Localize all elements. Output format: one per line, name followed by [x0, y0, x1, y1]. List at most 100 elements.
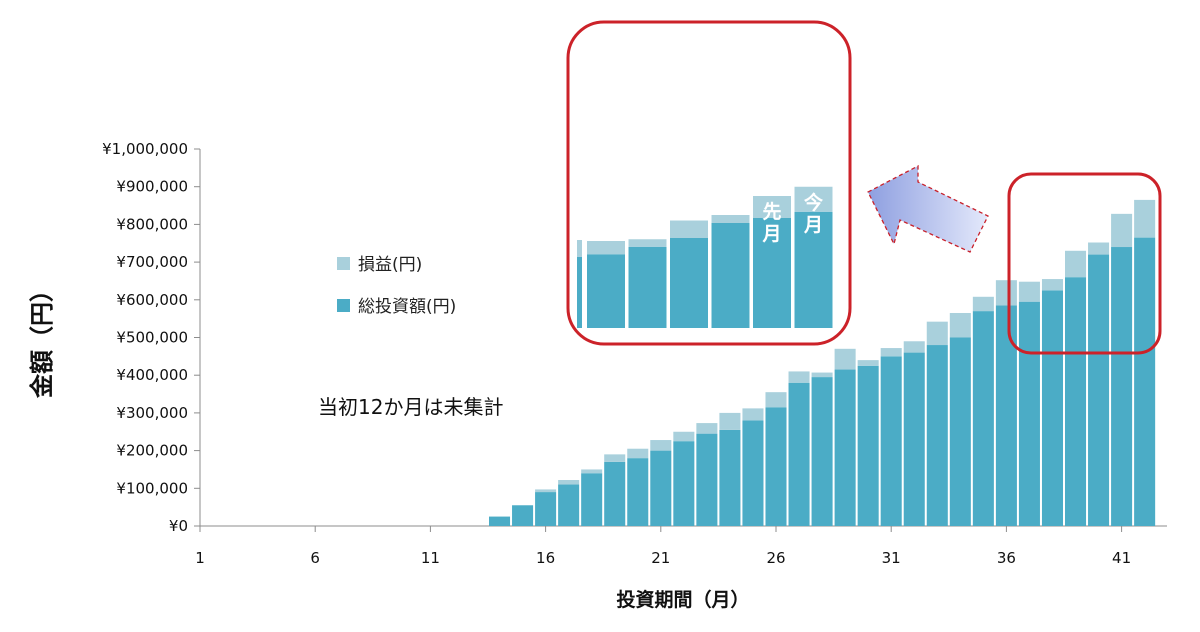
y-tick-label: ¥300,000	[116, 404, 188, 422]
bar-investment	[949, 337, 971, 526]
bar-investment	[719, 429, 741, 526]
legend-label-profit: 損益(円)	[358, 255, 422, 275]
y-tick-label: ¥800,000	[116, 215, 188, 233]
bar-profit	[650, 440, 672, 451]
bar-profit	[1018, 281, 1040, 302]
bar-investment	[1134, 237, 1156, 526]
bar-investment	[1088, 254, 1110, 526]
x-tick-label: 11	[421, 549, 440, 567]
bar-investment	[581, 473, 603, 526]
x-tick-label: 36	[997, 549, 1016, 567]
x-tick-group: 1 6 11 16 21 26 31 36 41	[195, 526, 1131, 567]
legend-swatch-profit	[337, 257, 350, 270]
inset-frame	[566, 20, 852, 346]
inset-tag-text: 今	[803, 191, 823, 214]
highlight-frame	[1007, 172, 1162, 355]
bar-investment	[857, 365, 879, 526]
bar-investment	[558, 484, 580, 526]
bar-investment	[512, 505, 534, 526]
bar-profit	[926, 321, 948, 346]
bar-profit	[788, 371, 810, 383]
y-tick-label: ¥200,000	[116, 442, 188, 460]
inset-bar-profit	[794, 186, 833, 212]
legend-label-invest: 総投資額(円)	[358, 297, 456, 317]
inset-bar-investment	[628, 246, 667, 328]
inset-bar-investment	[670, 238, 708, 328]
y-tick-label: ¥500,000	[116, 329, 188, 347]
bar-investment	[742, 420, 764, 526]
bar-investment	[903, 352, 925, 526]
bar-investment	[1041, 290, 1063, 526]
annotation-note: 当初12か月は未集計	[318, 395, 503, 419]
bar-profit	[811, 372, 833, 378]
y-tick-label: ¥100,000	[116, 479, 188, 497]
bar-profit	[558, 480, 580, 485]
x-tick-label: 1	[195, 549, 205, 567]
bar-profit	[1041, 279, 1063, 291]
inset-tag-text: 先	[762, 200, 781, 223]
inset-bar-profit	[711, 215, 750, 223]
bar-investment	[788, 382, 810, 526]
arrow-shape	[867, 164, 989, 253]
bar-profit	[834, 348, 856, 370]
x-tick-label: 26	[766, 549, 785, 567]
bar-investment	[834, 369, 856, 526]
bar-profit	[535, 489, 557, 493]
bar-investment	[765, 407, 787, 526]
bar-investment	[673, 441, 695, 526]
x-tick-label: 41	[1112, 549, 1131, 567]
bar-group	[489, 199, 1156, 526]
inset-bar-investment	[711, 223, 750, 328]
x-tick-label: 31	[882, 549, 901, 567]
legend-swatch-invest	[337, 299, 350, 312]
inset-bar-investment	[753, 218, 791, 328]
bar-investment	[926, 345, 948, 526]
x-tick-label: 21	[651, 549, 670, 567]
bar-profit	[673, 431, 695, 442]
x-tick-label: 16	[536, 549, 555, 567]
bar-profit	[742, 408, 764, 421]
y-tick-group: ¥0 ¥100,000 ¥200,000 ¥300,000 ¥400,000 ¥500,0…	[102, 140, 200, 535]
bar-investment	[696, 433, 718, 526]
bar-investment	[604, 461, 626, 526]
bar-investment	[1065, 277, 1087, 526]
bar-profit	[1088, 242, 1110, 255]
bar-investment	[972, 311, 994, 526]
inset-bar-investment	[794, 211, 833, 328]
bar-investment	[995, 305, 1017, 526]
bar-profit	[581, 469, 603, 474]
y-tick-label: ¥700,000	[116, 253, 188, 271]
bar-investment	[880, 356, 902, 526]
bar-investment	[489, 516, 511, 526]
bar-profit	[972, 296, 994, 312]
x-tick-label: 6	[310, 549, 320, 567]
bar-investment	[811, 377, 833, 526]
bar-profit	[949, 312, 971, 338]
inset-tag-text: 月	[761, 223, 781, 245]
bar-profit	[719, 412, 741, 430]
y-tick-label: ¥400,000	[116, 366, 188, 384]
bar-investment	[627, 458, 649, 526]
x-axis-title: 投資期間（月）	[616, 588, 749, 611]
legend: 損益(円) 総投資額(円)	[337, 255, 456, 317]
bar-profit	[765, 392, 787, 408]
y-tick-label: ¥1,000,000	[102, 140, 188, 158]
y-tick-label: ¥600,000	[116, 291, 188, 309]
bar-profit	[696, 423, 718, 434]
bar-profit	[627, 448, 649, 459]
y-axis-title: 金額（円）	[28, 278, 56, 399]
inset-bar-profit	[753, 196, 791, 218]
inset-tag-text: 月	[803, 214, 823, 236]
bar-profit	[1065, 250, 1087, 278]
bar-profit	[1134, 199, 1156, 238]
inset-bar-profit	[577, 240, 582, 257]
bar-investment	[535, 492, 557, 526]
bar-profit	[903, 341, 925, 353]
inset-bar-profit	[670, 220, 708, 238]
bar-profit	[995, 280, 1017, 306]
bar-investment	[1111, 247, 1133, 526]
y-tick-label: ¥900,000	[116, 178, 188, 196]
